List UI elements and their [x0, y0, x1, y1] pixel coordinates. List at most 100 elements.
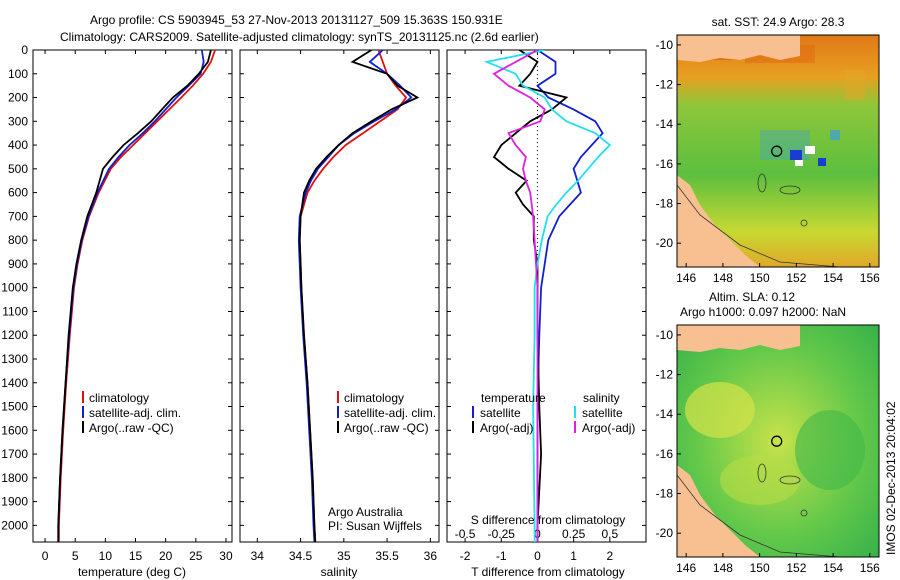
depth-tick-label: 2000	[1, 518, 28, 532]
depth-tick-label: 1700	[1, 447, 28, 461]
x-tick-label: 30	[219, 549, 233, 563]
map-y-tick-label: -18	[656, 197, 674, 211]
map-y-tick-label: -14	[656, 117, 674, 131]
map-y-tick-label: -16	[656, 447, 674, 461]
legend-label-argo: Argo(..raw -QC)	[344, 421, 429, 435]
map-y-tick-label: -10	[656, 328, 674, 342]
shelf-contour	[677, 184, 841, 267]
map-x-tick-label: 156	[860, 561, 880, 575]
sst-map	[677, 35, 879, 267]
sst-map-axes: 146 148 150 152 154 156 -10 -12 -14 -16 -18 -20	[656, 38, 880, 285]
png-landmass	[677, 325, 800, 352]
map-x-tick-label: 152	[786, 271, 806, 285]
side-timestamp: IMOS 02-Dec-2013 20:04:02	[884, 401, 898, 555]
legend-label-argo: Argo(..raw -QC)	[89, 421, 174, 435]
annotation-pi: PI: Susan Wijffels	[328, 519, 422, 533]
salinity-xlabel: salinity	[321, 565, 358, 579]
map-x-tick-label: 146	[676, 271, 696, 285]
series-line-satellite-adj-clim-	[297, 50, 413, 542]
depth-tick-label: 0	[21, 43, 28, 57]
map-x-tick-label: 154	[823, 271, 843, 285]
x-tick-label: -2	[460, 549, 471, 563]
legend-label-climatology: climatology	[344, 391, 404, 405]
sla-map-title: Altim. SLA: 0.12	[709, 290, 795, 304]
series-line-salinity-satellite	[483, 50, 612, 542]
depth-tick-label: 100	[8, 67, 28, 81]
depth-tick-label: 1100	[2, 304, 28, 318]
australia-coast	[677, 175, 760, 267]
x-tick-label-salinity: -0.5	[455, 527, 476, 541]
x-tick-label: 2	[606, 549, 613, 563]
reef-contour	[779, 185, 801, 195]
legend-header-salinity: salinity	[583, 391, 620, 405]
annotation-argo-australia: Argo Australia	[328, 505, 403, 519]
legend-label-sal-satellite: satellite	[582, 406, 623, 420]
x-tick-label: 35.5	[375, 549, 399, 563]
series-line-argo-raw-qc-	[57, 50, 212, 542]
depth-tick-label: 800	[8, 233, 28, 247]
map-x-tick-label: 148	[713, 561, 733, 575]
map-y-tick-label: -10	[656, 38, 674, 52]
map-x-tick-label: 150	[750, 561, 770, 575]
x-tick-label: 34	[251, 549, 265, 563]
x-tick-label-salinity: 0.25	[562, 527, 586, 541]
map-x-tick-label: 152	[786, 561, 806, 575]
series-line-climatology	[58, 50, 216, 542]
series-line-salinity-argo-adj-	[492, 50, 546, 542]
shelf-contour	[677, 474, 841, 557]
difference-legend: temperature salinity satellite Argo(-adj…	[472, 391, 635, 435]
legend-header-temperature: temperature	[481, 391, 546, 405]
sla-map-frame	[676, 324, 880, 558]
png-landmass	[677, 35, 800, 62]
argo-position-marker	[771, 435, 783, 447]
sst-map-frame	[676, 34, 880, 268]
difference-series	[483, 50, 612, 542]
map-y-tick-label: -16	[656, 157, 674, 171]
series-line-argo-raw-qc-	[298, 50, 420, 542]
legend-label-climatology: climatology	[89, 391, 149, 405]
salinity-legend: climatology satellite-adj. clim. Argo(..…	[337, 391, 436, 435]
x-tick-label: 0	[534, 549, 541, 563]
x-tick-label: 5	[72, 549, 79, 563]
x-tick-label: 15	[129, 549, 143, 563]
legend-label-temp-argo: Argo(-adj)	[480, 421, 533, 435]
salinity-series	[297, 50, 420, 542]
map-y-tick-label: -20	[656, 236, 674, 250]
series-line-climatology	[298, 50, 408, 542]
depth-tick-label: 1900	[1, 495, 28, 509]
difference-xlabel: T difference from climatology	[471, 565, 625, 579]
map-y-tick-label: -20	[656, 526, 674, 540]
depth-tick-label: 700	[8, 209, 28, 223]
x-tick-label: 10	[99, 549, 113, 563]
legend-label-satellite: satellite-adj. clim.	[344, 406, 436, 420]
difference-xlabel-top: S difference from climatology	[471, 513, 626, 527]
reef-contour	[800, 219, 808, 227]
x-tick-label: 20	[159, 549, 173, 563]
temperature-legend: climatology satellite-adj. clim. Argo(..…	[82, 391, 181, 435]
map-y-tick-label: -12	[656, 368, 674, 382]
argo-position-marker	[771, 145, 783, 157]
map-x-tick-label: 150	[750, 271, 770, 285]
depth-tick-label: 900	[8, 257, 28, 271]
depth-axis: 0 100 200 300 400 500 600 700 800 900 1000 1100 1200…	[1, 43, 646, 532]
temperature-series	[57, 50, 216, 542]
depth-tick-label: 1600	[1, 423, 28, 437]
map-y-tick-label: -18	[656, 487, 674, 501]
map-x-tick-label: 146	[676, 561, 696, 575]
temperature-xlabel: temperature (deg C)	[78, 565, 186, 579]
title-line-1: Argo profile: CS 5903945_53 27-Nov-2013 …	[90, 13, 503, 27]
reef-contour	[779, 475, 801, 485]
depth-tick-label: 400	[8, 138, 28, 152]
map-x-tick-label: 148	[713, 271, 733, 285]
map-x-tick-label: 156	[860, 271, 880, 285]
x-tick-label-salinity: -0.25	[488, 527, 516, 541]
map-y-tick-label: -12	[656, 78, 674, 92]
temperature-x-axis: 0 5 10 15 20 25 30	[42, 50, 233, 563]
depth-tick-label: 600	[8, 186, 28, 200]
depth-tick-label: 1500	[1, 400, 28, 414]
legend-label-temp-satellite: satellite	[480, 406, 521, 420]
salinity-x-axis: 34 34.5 35 35.5 36	[251, 50, 437, 563]
reef-contour	[800, 509, 808, 517]
map-y-tick-label: -14	[656, 407, 674, 421]
